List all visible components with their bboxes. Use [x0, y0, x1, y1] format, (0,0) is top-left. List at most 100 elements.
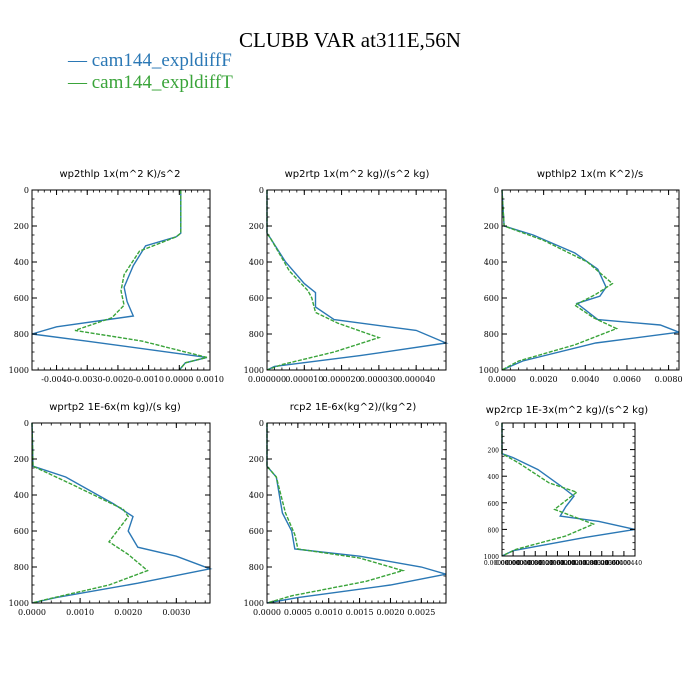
series-line-expldiffF [266, 423, 447, 604]
x-tick-label: 0.0000 [165, 375, 193, 384]
series-line-expldiffT [31, 422, 149, 604]
x-tick-label: 0.0020 [114, 608, 142, 617]
x-tick-label: 0.00000360 [584, 560, 620, 567]
x-tick-label: -0.0030 [72, 375, 103, 384]
plot-title: wp2rtp 1x(m^2 kg)/(s^2 kg) [285, 169, 430, 180]
plot-panel-1: wp2rtp 1x(m^2 kg)/(s^2 kg) 0 200 400 600 800 1… [244, 169, 449, 384]
plot-frame [31, 422, 211, 604]
x-tick-label: 0.0060 [613, 375, 641, 384]
y-tick-label: 400 [14, 258, 29, 267]
y-tick-label: 600 [14, 527, 29, 536]
y-tick-label: 1000 [244, 599, 264, 608]
y-tick-label: 200 [14, 455, 29, 464]
x-tick-label: 0.00000400 [595, 560, 631, 567]
plot-title: wp2thlp 1x(m^2 K)/s^2 [59, 169, 180, 180]
x-tick-label: 0.000030 [360, 375, 398, 384]
x-tick-label: 0.0010 [196, 375, 224, 384]
x-tick-label: 0.0080 [655, 375, 683, 384]
x-tick-label: 0.0000 [253, 608, 281, 617]
x-tick-label: 0.00000280 [561, 560, 597, 567]
legend-entry-expldiffT: — cam144_expldiffT [68, 72, 233, 93]
plot-panel-0: wp2thlp 1x(m^2 K)/s^2 0 200 400 600 800 1000 -0… [9, 169, 224, 384]
y-tick-label: 600 [249, 294, 264, 303]
y-tick-label: 0 [494, 186, 499, 195]
y-tick-label: 600 [249, 527, 264, 536]
y-tick-label: 200 [488, 448, 500, 455]
y-tick-label: 1000 [479, 366, 499, 375]
x-tick-label: -0.0020 [103, 375, 134, 384]
y-tick-label: 0 [24, 419, 29, 428]
x-tick-label: 0.0000 [488, 375, 516, 384]
plot-frame [266, 422, 447, 604]
series-line-expldiffT [266, 423, 406, 604]
x-tick-label: 0.00000040 [495, 560, 531, 567]
x-tick-label: 0.0015 [346, 608, 374, 617]
series-line-expldiffT [74, 190, 208, 371]
x-tick-label: 0.00000440 [606, 560, 642, 567]
y-tick-label: 1000 [484, 554, 499, 561]
y-tick-label: 800 [249, 330, 264, 339]
series-line-expldiffT [266, 190, 382, 371]
y-tick-label: 400 [484, 258, 499, 267]
y-tick-label: 400 [14, 491, 29, 500]
x-tick-label: 0.00000160 [528, 560, 564, 567]
x-tick-label: 0.00000200 [539, 560, 575, 567]
y-tick-label: 400 [249, 258, 264, 267]
x-tick-label: 0.00000080 [506, 560, 542, 567]
series-line-expldiffF [501, 189, 680, 371]
y-tick-label: 600 [14, 294, 29, 303]
plot-frame [266, 189, 447, 371]
chart-title: CLUBB VAR at311E,56N [239, 28, 461, 52]
x-tick-label: 0.000010 [285, 375, 323, 384]
x-tick-label: 0.0020 [376, 608, 404, 617]
plot-title: wprtp2 1E-6x(m kg)/(s kg) [49, 402, 181, 413]
y-tick-label: 800 [14, 563, 29, 572]
plot-title: rcp2 1E-6x(kg^2)/(kg^2) [290, 402, 417, 413]
y-tick-label: 200 [484, 222, 499, 231]
series-line-expldiffF [501, 423, 636, 557]
x-tick-label: 0.0000 [18, 608, 46, 617]
x-tick-label: 0.00000320 [573, 560, 609, 567]
plot-panel-3: wprtp2 1E-6x(m kg)/(s kg) 0 200 400 600 800 10… [9, 402, 213, 617]
plot-panel-5: wp2rcp 1E-3x(m^2 kg)/(s^2 kg) 0 200 400 600 8… [484, 405, 649, 567]
y-tick-label: 600 [488, 501, 500, 508]
y-tick-label: 0 [259, 186, 264, 195]
legend-entry-expldiffF: — cam144_expldiffF [68, 50, 232, 71]
x-tick-label: 0.0010 [66, 608, 94, 617]
x-tick-label: -0.0040 [41, 375, 72, 384]
y-tick-label: 800 [249, 563, 264, 572]
x-tick-label: 0.00000000 [484, 560, 520, 567]
x-tick-label: 0.000040 [397, 375, 435, 384]
series-line-expldiffT [501, 189, 619, 371]
y-tick-label: 400 [249, 491, 264, 500]
x-tick-label: 0.00000120 [517, 560, 553, 567]
y-tick-label: 400 [488, 474, 500, 481]
plot-panel-2: wpthlp2 1x(m K^2)/s020040060080010000.00… [479, 169, 683, 384]
y-tick-label: 800 [484, 330, 499, 339]
plot-panel-4: rcp2 1E-6x(kg^2)/(kg^2) 0 200 400 600 800 1000… [244, 402, 447, 617]
x-tick-label: -0.0010 [133, 375, 164, 384]
y-tick-label: 1000 [9, 599, 29, 608]
series-line-expldiffF [266, 190, 449, 371]
y-tick-label: 1000 [9, 366, 29, 375]
x-tick-label: 0.000020 [322, 375, 360, 384]
plot-title: wpthlp2 1x(m K^2)/s [537, 169, 643, 180]
series-line-expldiffF [31, 190, 208, 371]
x-tick-label: 0.0030 [162, 608, 190, 617]
y-tick-label: 1000 [244, 366, 264, 375]
y-tick-label: 0 [259, 419, 264, 428]
series-line-expldiffT [501, 423, 596, 557]
y-tick-label: 0 [495, 421, 499, 428]
x-tick-label: 0.0025 [407, 608, 435, 617]
y-tick-label: 0 [24, 186, 29, 195]
x-tick-label: 0.0010 [315, 608, 343, 617]
y-tick-label: 200 [249, 455, 264, 464]
plot-frame [501, 189, 680, 371]
y-tick-label: 200 [14, 222, 29, 231]
y-tick-label: 800 [488, 527, 500, 534]
x-tick-label: 0.00000240 [550, 560, 586, 567]
y-tick-label: 600 [484, 294, 499, 303]
x-tick-label: 0.0040 [571, 375, 599, 384]
y-tick-label: 800 [14, 330, 29, 339]
